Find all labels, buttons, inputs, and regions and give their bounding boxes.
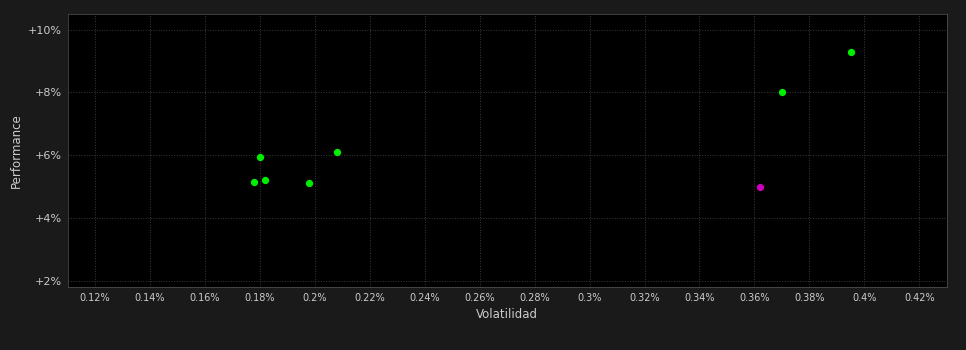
Point	[774, 90, 789, 95]
Point	[252, 154, 268, 160]
Y-axis label: Performance: Performance	[10, 113, 22, 188]
Point	[329, 149, 345, 155]
Point	[246, 179, 262, 185]
Point	[753, 184, 768, 189]
Point	[258, 177, 273, 183]
Point	[301, 181, 317, 186]
Point	[842, 49, 858, 55]
X-axis label: Volatilidad: Volatilidad	[476, 308, 538, 321]
